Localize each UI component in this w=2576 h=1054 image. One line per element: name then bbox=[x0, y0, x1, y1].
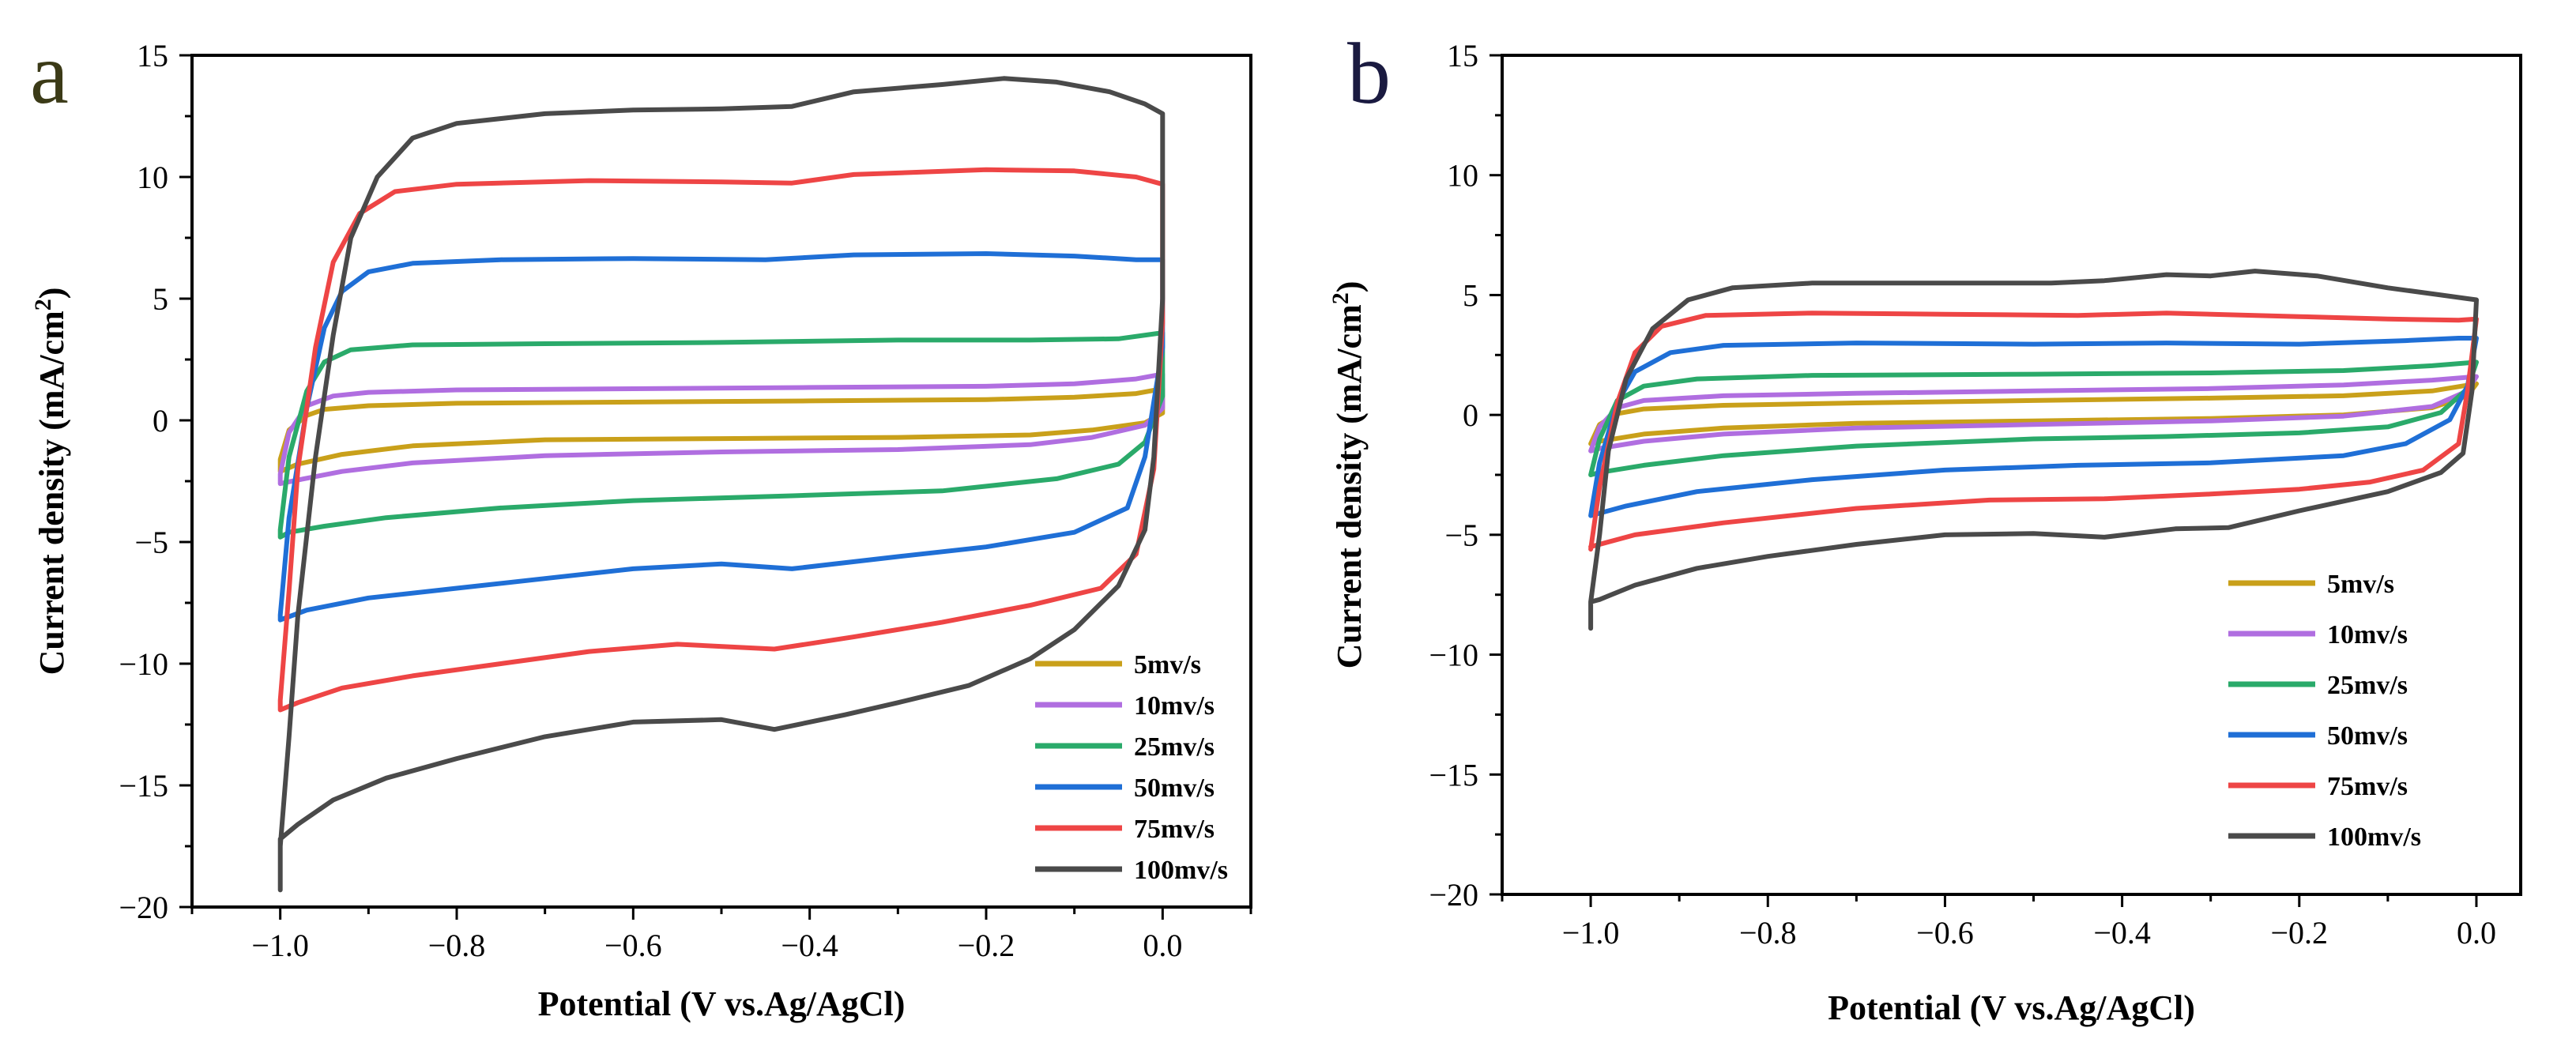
y-tick-label: −20 bbox=[1429, 877, 1478, 913]
x-tick-label: 0.0 bbox=[1143, 928, 1182, 963]
legend-label: 50mv/s bbox=[1134, 774, 1215, 803]
y-tick-label: 15 bbox=[1447, 38, 1478, 73]
panel-label: a bbox=[30, 25, 69, 122]
series-line-5mv-s bbox=[277, 386, 1166, 474]
series-line-25mv-s bbox=[277, 330, 1166, 540]
y-tick-label: −10 bbox=[1429, 638, 1478, 673]
x-tick-label: −0.2 bbox=[2271, 915, 2329, 950]
legend-label: 75mv/s bbox=[1134, 815, 1215, 844]
y-axis-title: Current density (mA/cm2) bbox=[1328, 281, 1369, 669]
series-line-100mv-s bbox=[1588, 269, 2479, 631]
legend-label: 100mv/s bbox=[2327, 822, 2421, 852]
series-line-5mv-s bbox=[1588, 381, 2479, 446]
x-tick-label: 0.0 bbox=[2457, 915, 2496, 950]
x-tick-label: −0.4 bbox=[781, 928, 838, 963]
legend-label: 25mv/s bbox=[2327, 671, 2408, 700]
y-tick-label: 10 bbox=[137, 160, 168, 195]
legend-label: 5mv/s bbox=[1134, 650, 1201, 679]
plot-frame bbox=[1501, 54, 2522, 896]
y-tick-label: 0 bbox=[153, 403, 168, 439]
y-axis-title: Current density (mA/cm2) bbox=[30, 288, 72, 676]
series-line-75mv-s bbox=[1588, 311, 2479, 552]
x-tick-label: −0.4 bbox=[2093, 915, 2151, 950]
y-tick-label: −5 bbox=[1444, 518, 1478, 553]
y-tick-label: −10 bbox=[119, 646, 168, 682]
x-tick-label: −0.8 bbox=[428, 928, 486, 963]
y-tick-label: 10 bbox=[1447, 158, 1478, 194]
legend-label: 10mv/s bbox=[1134, 691, 1215, 721]
x-tick-label: −1.0 bbox=[1562, 915, 1620, 950]
legend-label: 10mv/s bbox=[2327, 620, 2408, 649]
panel-b: −20 −15 −10 −5 0 5 10 15 −1.0 −0.8 −0.6 −0.4 −0.2 0.0… bbox=[1328, 25, 2522, 1027]
x-tick-label: −0.2 bbox=[958, 928, 1015, 963]
legend-label: 5mv/s bbox=[2327, 570, 2394, 599]
y-tick-label: 15 bbox=[137, 38, 168, 73]
x-axis-title: Potential (V vs.Ag/AgCl) bbox=[538, 984, 906, 1023]
y-tick-label: 5 bbox=[1463, 277, 1478, 313]
panel-a: −20 −15 −10 −5 0 5 10 15 −1.0 −0.8 −0.6 −0.4 −0.2 0.0… bbox=[30, 25, 1252, 1023]
panel-label: b bbox=[1347, 25, 1391, 122]
series-line-50mv-s bbox=[1588, 336, 2479, 518]
x-tick-label: −0.6 bbox=[1916, 915, 1974, 950]
series-line-10mv-s bbox=[277, 371, 1166, 487]
y-tick-label: −15 bbox=[1429, 757, 1478, 792]
y-tick-label: 5 bbox=[153, 281, 168, 317]
x-tick-label: −1.0 bbox=[251, 928, 309, 963]
legend-label: 25mv/s bbox=[1134, 732, 1215, 762]
x-tick-label: −0.8 bbox=[1739, 915, 1797, 950]
x-tick-label: −0.6 bbox=[604, 928, 662, 963]
y-tick-label: 0 bbox=[1463, 397, 1478, 433]
y-tick-label: −5 bbox=[134, 525, 168, 560]
legend-label: 75mv/s bbox=[2327, 772, 2408, 801]
y-tick-label: −15 bbox=[119, 768, 168, 804]
legend-label: 100mv/s bbox=[1134, 856, 1228, 885]
x-axis-title: Potential (V vs.Ag/AgCl) bbox=[1828, 988, 2195, 1027]
legend-label: 50mv/s bbox=[2327, 721, 2408, 751]
y-tick-label: −20 bbox=[119, 890, 168, 925]
series-line-100mv-s bbox=[277, 76, 1166, 893]
series-line-10mv-s bbox=[1588, 374, 2479, 454]
